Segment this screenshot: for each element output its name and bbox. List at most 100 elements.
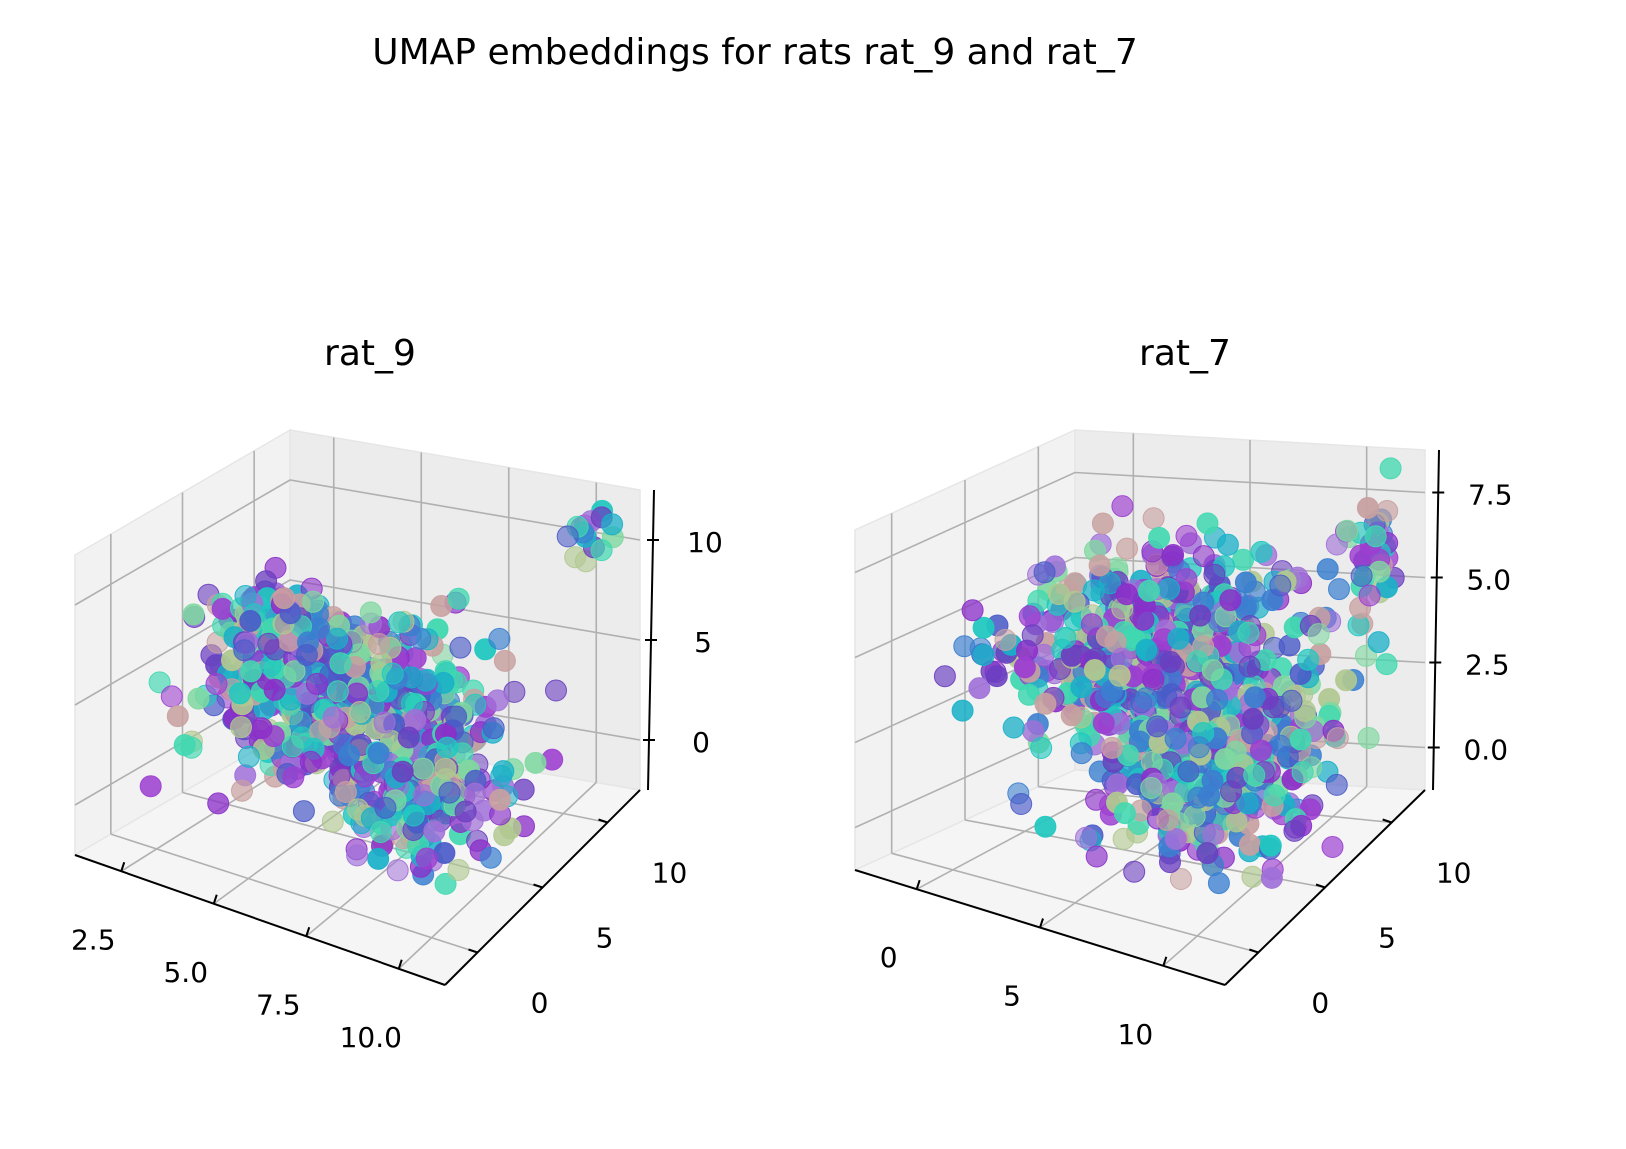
scatter-point [1137,579,1160,602]
scatter-point [1375,653,1398,676]
scatter-point [322,706,345,729]
scatter-point [1002,716,1025,739]
scatter-point [373,711,396,734]
scatter-point [359,601,382,624]
scatter-point [367,680,390,703]
y-tick-label: 10 [652,857,688,890]
scatter-point [374,796,397,819]
scatter-point [211,597,234,620]
scatter-point [368,633,390,655]
scatter-point [1187,736,1210,759]
scatter-point [482,717,505,740]
scatter-point [1095,625,1118,648]
scatter-point [524,751,547,774]
scatter-point [346,682,368,705]
y-tick [468,948,478,954]
scatter-point [391,760,414,783]
scatter-point [1379,457,1402,480]
scatter-points [933,457,1405,895]
scatter-point [367,847,390,870]
scatter-point [329,652,352,675]
scatter-point [1206,688,1229,711]
scatter-point [994,628,1017,651]
scatter-point [282,766,305,789]
y-tick-label: 5 [596,922,614,955]
scatter-point [972,644,995,666]
subplot-title: rat_7 [1139,333,1231,374]
scatter-point [207,792,230,815]
scatter-point [1325,773,1348,796]
scatter-point [1214,748,1237,770]
scatter-point [263,678,286,701]
scatter-point [412,757,435,780]
y-tick [1382,818,1392,824]
scatter-point [1198,784,1221,807]
scatter-point [1060,704,1083,727]
scatter-point [1243,686,1266,709]
scatter-point [1010,793,1033,815]
scatter-point [1269,574,1292,597]
scatter-point [1142,668,1165,691]
scatter-point [436,736,459,759]
scatter-point [1219,589,1242,612]
scatter-point [951,699,974,722]
y-tick [1315,883,1326,889]
scatter-point [1092,712,1115,735]
scatter-point [1156,809,1179,832]
scatter-point [273,587,296,610]
scatter-point [369,821,392,843]
scatter-point [160,685,183,708]
scatter-point [1259,834,1282,857]
z-tick-label: 0 [692,726,710,759]
y-tick-label: 5 [1378,922,1396,955]
scatter-point [1336,519,1359,542]
scatter-point [1249,739,1272,762]
scatter-point [492,760,515,783]
scatter-point [346,844,369,867]
z-axis-line [1432,449,1440,791]
scatter-point [1192,545,1215,568]
scatter-point [447,859,470,881]
scatter-point [239,610,262,632]
scatter-point [257,632,280,655]
scatter-point [283,660,306,683]
scatter-point [1175,568,1198,591]
x-tick [1162,956,1168,967]
axis-ticks: 0 5 10 0 5 10 0.0 2.5 5.0 7.5 [880,479,1513,1051]
scatter-point [1356,497,1379,519]
scatter-point [1326,727,1349,750]
scatter-point [1241,865,1264,888]
scatter-point [1280,689,1303,712]
y-tick [598,818,608,824]
scatter-point [415,847,438,870]
y-tick-label: 0 [1311,987,1329,1020]
scatter-point [1132,608,1155,631]
scatter-point [1376,500,1399,522]
scatter-point [1088,554,1111,577]
scatter-point [1177,760,1200,783]
scatter-point [302,590,325,613]
scatter-point [1207,872,1230,895]
scatter-point [237,745,260,768]
z-tick-label: 0.0 [1463,734,1508,767]
scatter-point [1113,802,1136,825]
scatter-point [250,717,273,740]
z-tick-label: 5.0 [1466,564,1511,597]
z-tick-label: 10 [687,526,723,559]
scatter-point [1140,777,1163,799]
scatter-point [148,671,171,694]
scatter-point [447,587,470,610]
scatter-point [1364,525,1387,548]
scatter-point [1350,564,1373,587]
scatter-point [1111,495,1134,518]
scatter-point [1196,512,1219,535]
scatter-point [295,644,318,666]
scatter-point [968,677,991,700]
scatter-point [1169,868,1192,890]
scatter-point [1033,561,1056,584]
x-tick [120,861,126,872]
scatter-point [1243,764,1266,787]
y-tick [533,883,543,889]
y-tick [1249,948,1259,954]
scatter-point [1070,676,1093,699]
